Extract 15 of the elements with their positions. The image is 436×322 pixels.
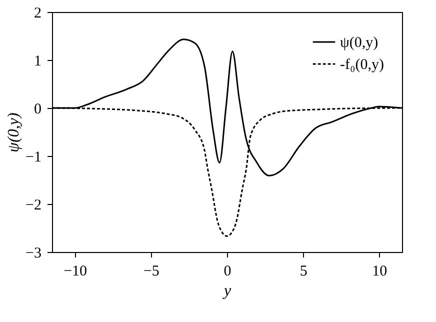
x-tick-label: 0: [224, 264, 232, 280]
y-tick-label: 1: [34, 54, 42, 70]
legend-label: -f₀(0,y): [340, 57, 384, 73]
x-tick-label: 5: [300, 264, 308, 280]
y-axis-title: ψ(0,y): [6, 112, 23, 152]
x-tick-label: 10: [372, 264, 388, 280]
y-tick-label: 2: [34, 6, 42, 22]
y-tick-label: 0: [34, 102, 42, 118]
y-tick-label: −1: [26, 150, 42, 166]
x-tick-label: −10: [64, 264, 88, 280]
x-axis-title: y: [222, 282, 232, 300]
y-tick-label: −2: [26, 198, 42, 214]
x-tick-label: −5: [143, 264, 160, 280]
y-tick-label: −3: [26, 246, 42, 262]
legend-label: ψ(0,y): [340, 35, 378, 51]
